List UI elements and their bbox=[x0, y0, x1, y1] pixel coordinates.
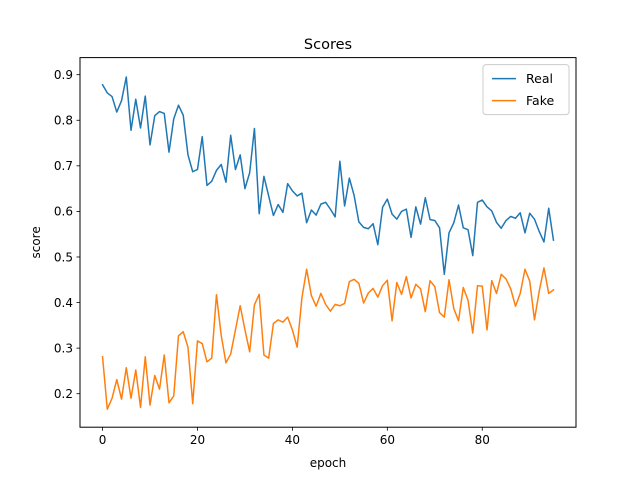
series-line-real bbox=[101, 76, 555, 276]
y-axis-label: score bbox=[29, 226, 43, 258]
y-axis: 0.2 0.3 0.4 0.5 0.6 0.7 0.8 0.9 bbox=[54, 68, 80, 401]
x-tick-label: 20 bbox=[190, 433, 205, 447]
y-tick-label: 0.7 bbox=[54, 159, 73, 173]
y-tick-label: 0.5 bbox=[54, 250, 73, 264]
x-tick-label: 0 bbox=[99, 433, 107, 447]
series-layer bbox=[101, 76, 555, 410]
y-tick-label: 0.2 bbox=[54, 387, 73, 401]
legend-label-fake: Fake bbox=[526, 93, 554, 108]
chart-title: Scores bbox=[304, 37, 352, 53]
y-tick-label: 0.4 bbox=[54, 296, 73, 310]
y-tick-label: 0.9 bbox=[54, 68, 73, 82]
legend-label-real: Real bbox=[526, 71, 553, 86]
legend: Real Fake bbox=[482, 64, 570, 116]
plot-frame bbox=[79, 57, 577, 428]
series-line-fake bbox=[101, 267, 555, 410]
y-tick-label: 0.6 bbox=[54, 205, 73, 219]
y-tick-label: 0.3 bbox=[54, 341, 73, 355]
x-axis: 0 20 40 60 80 bbox=[99, 427, 490, 447]
x-tick-label: 80 bbox=[475, 433, 490, 447]
x-tick-label: 40 bbox=[285, 433, 300, 447]
legend-frame bbox=[482, 64, 570, 116]
x-tick-label: 60 bbox=[380, 433, 395, 447]
x-axis-label: epoch bbox=[310, 456, 347, 470]
y-tick-label: 0.8 bbox=[54, 114, 73, 128]
